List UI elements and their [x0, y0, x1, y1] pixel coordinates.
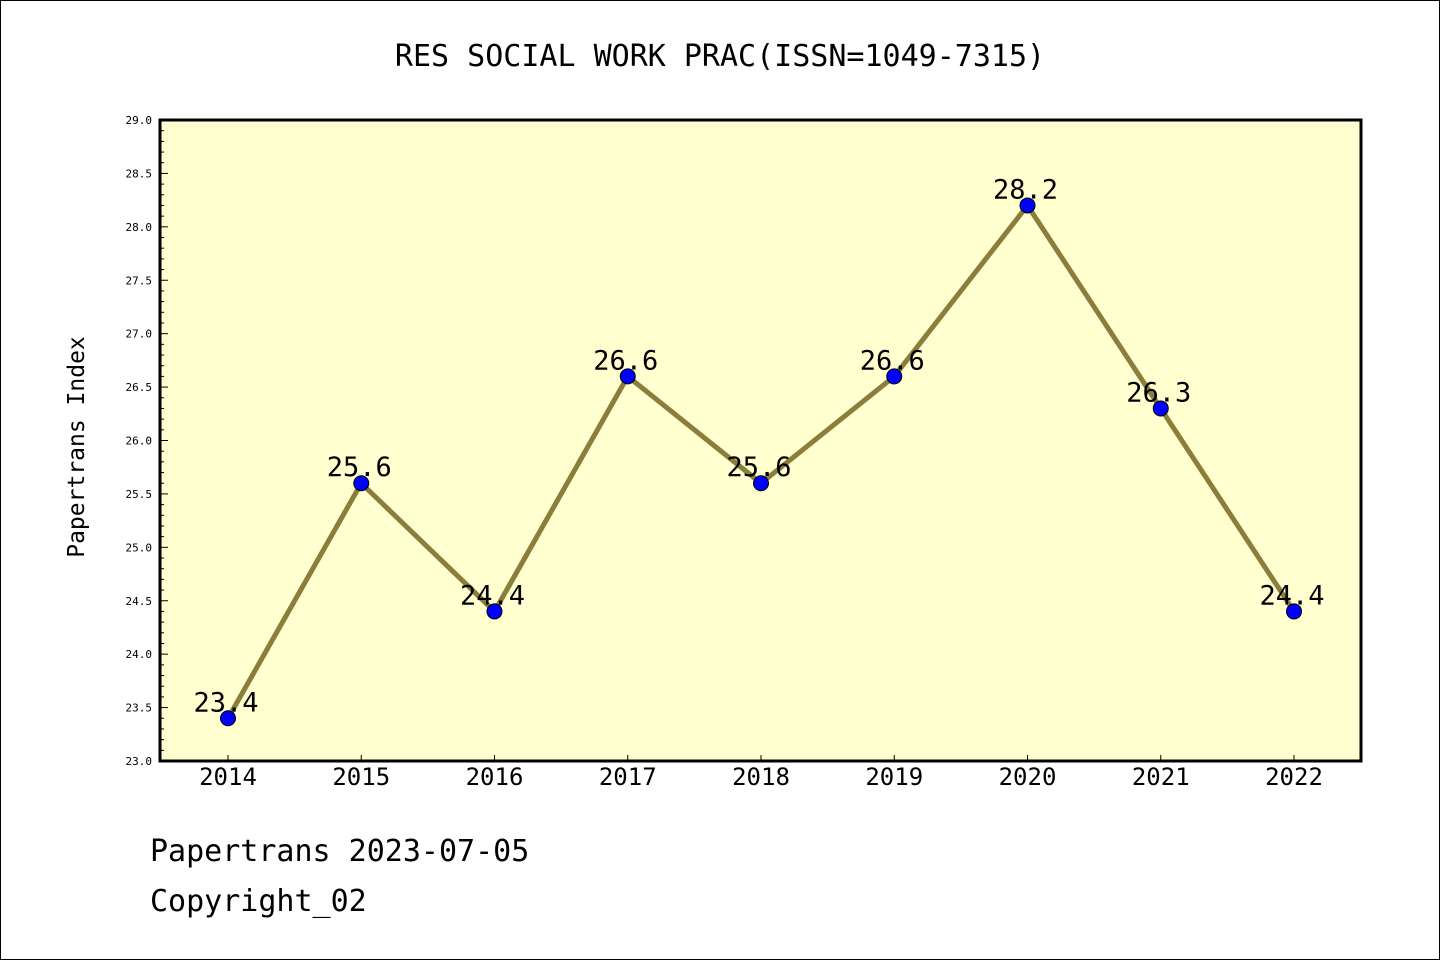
chart-title: RES SOCIAL WORK PRAC(ISSN=1049-7315) [395, 39, 1045, 74]
data-point [753, 475, 769, 492]
y-tick-label: 25.0 [126, 541, 153, 554]
data-label: 26.6 [593, 345, 658, 376]
x-tick-label: 2022 [1265, 763, 1323, 791]
y-tick-label: 26.5 [126, 381, 153, 394]
data-point [886, 368, 903, 385]
x-tick-label: 2019 [865, 763, 923, 791]
footer-copyright: Copyright_02 [150, 884, 367, 919]
x-tick-label: 2015 [332, 763, 390, 791]
x-tick-label: 2014 [199, 763, 257, 791]
footer-date: Papertrans 2023-07-05 [150, 834, 530, 869]
y-tick-label: 24.5 [126, 595, 153, 608]
y-tick-label: 23.5 [126, 702, 153, 715]
data-label: 23.4 [193, 687, 258, 718]
x-tick-label: 2021 [1132, 763, 1190, 791]
y-tick-label: 28.5 [126, 167, 153, 180]
data-label: 25.6 [726, 452, 791, 483]
y-tick-label: 27.0 [126, 328, 153, 341]
x-tick-label: 2016 [466, 763, 524, 791]
data-markers [220, 197, 1302, 727]
data-label: 26.6 [860, 345, 925, 376]
y-tick-labels: 23.0 23.5 24.0 24.5 25.0 25.5 26.0 26.5 27.0 27.5… [126, 114, 153, 768]
y-tick-label: 25.5 [126, 488, 153, 501]
data-label: 24.4 [1259, 580, 1324, 611]
data-labels: 23.4 25.6 24.4 26.6 25.6 26.6 28.2 26.3 24.4 [193, 174, 1324, 718]
data-label: 28.2 [993, 174, 1058, 205]
data-point [220, 710, 236, 727]
y-tick-label: 29.0 [126, 114, 153, 127]
y-tick-label: 27.5 [126, 274, 153, 287]
plot-area [160, 120, 1361, 761]
data-label: 24.4 [460, 580, 525, 611]
data-point [353, 475, 370, 492]
x-tick-label: 2017 [599, 763, 657, 791]
data-label: 25.6 [327, 452, 392, 483]
x-tick-labels: 2014 2015 2016 2017 2018 2019 2020 2021 2022 [199, 763, 1323, 791]
y-tick-label: 26.0 [126, 435, 153, 448]
y-tick-label: 28.0 [126, 221, 153, 234]
y-tick-label: 23.0 [126, 755, 153, 768]
data-point [1286, 603, 1302, 620]
data-point [486, 603, 503, 620]
data-label: 26.3 [1126, 377, 1191, 408]
x-tick-label: 2020 [999, 763, 1057, 791]
y-tick-label: 24.0 [126, 648, 153, 661]
data-point [1152, 400, 1169, 417]
y-axis-label: Papertrans Index [64, 336, 90, 558]
x-tick-label: 2018 [732, 763, 790, 791]
data-point [619, 368, 636, 385]
data-point [1019, 197, 1036, 214]
plot-border [158, 118, 1363, 763]
